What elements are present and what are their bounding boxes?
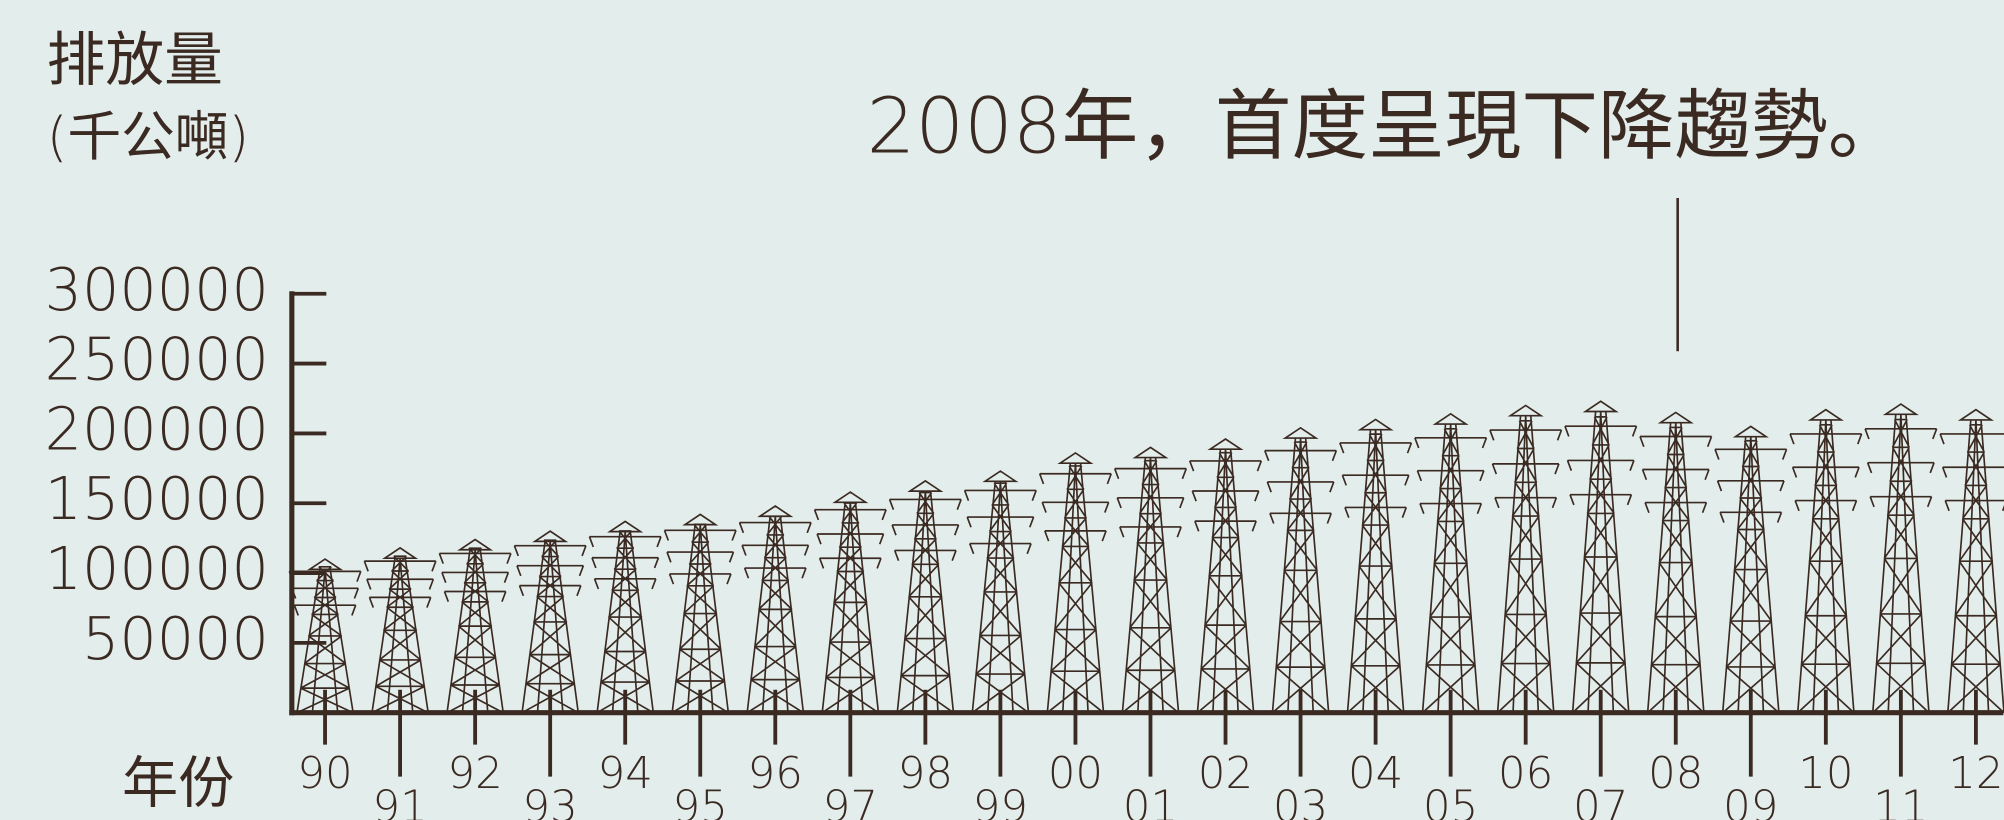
y-tick-label: 100000 xyxy=(45,534,269,603)
x-tick-label: 90 xyxy=(297,749,352,799)
y-tick-label: 150000 xyxy=(45,464,269,533)
x-tick-label: 99 xyxy=(973,782,1028,820)
tower xyxy=(664,514,736,712)
tower xyxy=(1640,412,1712,712)
x-tick-label: 10 xyxy=(1798,749,1853,799)
x-tick-label: 94 xyxy=(598,749,653,799)
annotation: 2008年，首度呈現下降趨勢。 xyxy=(867,83,1905,172)
x-tick-label: 00 xyxy=(1048,749,1103,799)
y-tick-label: 250000 xyxy=(45,325,269,394)
tower xyxy=(1865,404,1937,713)
x-tick-label: 92 xyxy=(448,749,503,799)
tower xyxy=(364,548,436,713)
y-tick-label: 50000 xyxy=(82,604,269,673)
x-tick-label: 96 xyxy=(748,749,803,799)
tower xyxy=(1340,419,1412,712)
x-tick-label: 91 xyxy=(372,782,427,820)
tower xyxy=(1265,428,1337,713)
x-axis-label: 年份 xyxy=(122,751,234,816)
tower xyxy=(965,471,1037,713)
x-tick-label: 09 xyxy=(1723,782,1778,820)
x-tick-label: 01 xyxy=(1123,782,1178,820)
tower xyxy=(514,531,586,713)
tower xyxy=(1940,410,2004,713)
tower xyxy=(589,521,661,712)
tower xyxy=(1565,401,1637,712)
y-axis-label: 排放量 xyxy=(47,25,223,94)
x-tick-label: 06 xyxy=(1498,749,1553,799)
tower xyxy=(439,540,511,713)
tower xyxy=(1040,453,1112,713)
tower xyxy=(1415,414,1487,713)
x-tick-label: 03 xyxy=(1273,782,1328,820)
tower xyxy=(1715,426,1787,712)
tower xyxy=(1490,405,1562,712)
x-tick-label: 12 xyxy=(1948,749,2003,799)
x-tick-label: 97 xyxy=(823,782,878,820)
x-tick-label: 05 xyxy=(1423,782,1478,820)
x-tick-label: 04 xyxy=(1348,749,1403,799)
chart: 排放量 (千公噸) 年份 2008年，首度呈現下降趨勢。 50000100000… xyxy=(0,0,2004,820)
tower xyxy=(815,492,887,713)
tower xyxy=(740,506,812,713)
y-tick-label: 200000 xyxy=(45,394,269,463)
x-tick-label: 93 xyxy=(523,782,578,820)
y-tick-label: 300000 xyxy=(45,255,269,324)
y-axis-unit: (千公噸) xyxy=(47,105,250,168)
x-tick-label: 11 xyxy=(1873,782,1928,820)
x-tick-label: 08 xyxy=(1648,749,1703,799)
x-tick-label: 95 xyxy=(673,782,728,820)
tower xyxy=(289,559,361,713)
x-tick-label: 98 xyxy=(898,749,953,799)
x-tick-label: 07 xyxy=(1573,782,1628,820)
tower xyxy=(1115,447,1187,712)
tower xyxy=(890,481,962,713)
x-tick-label: 02 xyxy=(1198,749,1253,799)
page: {"chart_data": {"type": "pictograph-bar"… xyxy=(0,0,2004,820)
tower xyxy=(1190,439,1262,713)
tower xyxy=(1790,410,1862,713)
